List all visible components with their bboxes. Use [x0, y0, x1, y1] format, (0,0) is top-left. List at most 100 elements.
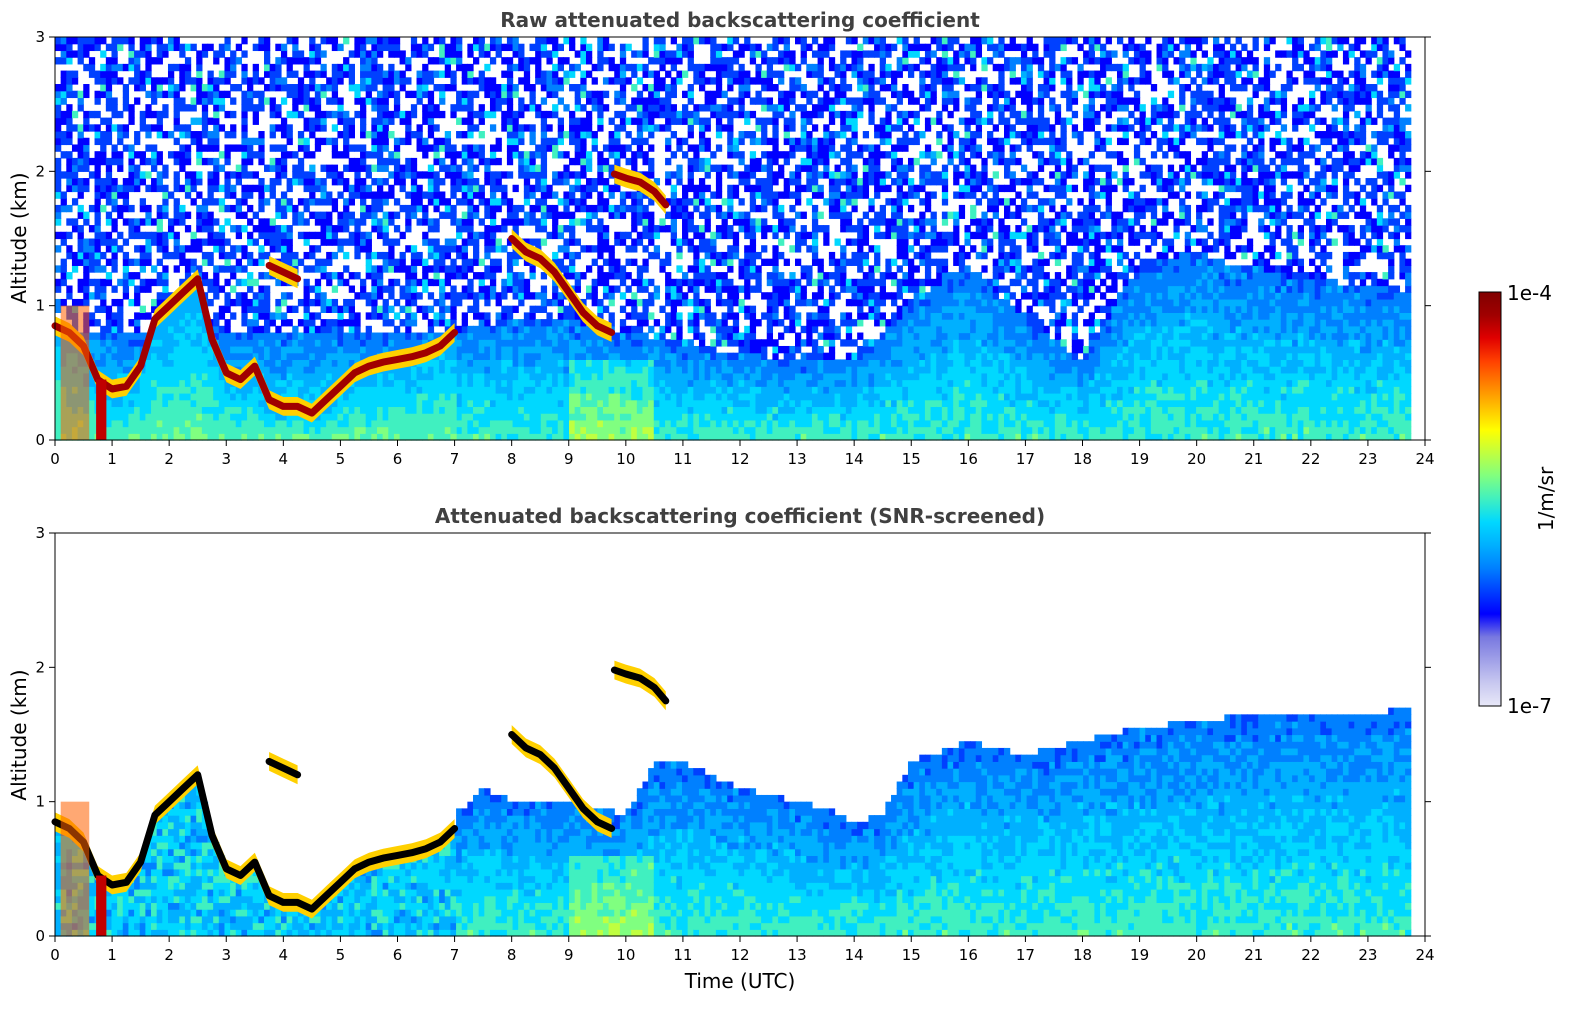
heatmap-cell — [478, 406, 485, 414]
heatmap-cell — [653, 433, 661, 441]
heatmap-cell — [659, 97, 666, 105]
heatmap-cell — [258, 225, 265, 233]
heatmap-cell — [506, 272, 514, 280]
heatmap-cell — [405, 137, 412, 146]
heatmap-cell — [162, 90, 169, 99]
heatmap-cell — [399, 265, 406, 273]
heatmap-cell — [687, 426, 694, 434]
heatmap-cell — [506, 43, 514, 52]
heatmap-cell — [405, 218, 412, 226]
heatmap-cell — [495, 238, 502, 246]
heatmap-cell — [71, 225, 79, 233]
heatmap-cell — [625, 204, 632, 213]
heatmap-cell — [489, 238, 497, 246]
heatmap-cell — [156, 84, 163, 92]
heatmap-cell — [292, 332, 299, 340]
heatmap-cell — [450, 151, 457, 159]
heatmap-cell — [241, 90, 248, 99]
heatmap-cell — [676, 399, 683, 408]
heatmap-cell — [495, 419, 502, 428]
heatmap-cell — [569, 413, 576, 421]
heatmap-cell — [252, 151, 259, 159]
heatmap-cell — [286, 332, 293, 340]
heatmap-cell — [134, 84, 141, 92]
heatmap-cell — [518, 151, 525, 159]
heatmap-cell — [224, 325, 231, 334]
heatmap-cell — [252, 77, 259, 85]
heatmap-cell — [128, 164, 135, 172]
heatmap-cell — [269, 110, 276, 119]
heatmap-cell — [501, 117, 508, 125]
heatmap-cell — [275, 332, 282, 340]
heatmap-cell — [122, 285, 130, 293]
heatmap-cell — [331, 345, 339, 354]
heatmap-cell — [489, 191, 497, 199]
heatmap-cell — [648, 211, 655, 219]
heatmap-cell — [66, 50, 73, 58]
heatmap-cell — [704, 144, 711, 152]
heatmap-cell — [416, 198, 423, 206]
heatmap-cell — [704, 433, 711, 441]
heatmap-cell — [580, 157, 587, 166]
heatmap-cell — [156, 117, 163, 125]
heatmap-cell — [461, 70, 468, 78]
heatmap-cell — [456, 386, 463, 394]
heatmap-cell — [405, 325, 412, 334]
heatmap-cell — [422, 312, 429, 320]
heatmap-cell — [512, 359, 519, 367]
heatmap-cell — [264, 251, 271, 260]
heatmap-cell — [105, 90, 113, 99]
heatmap-cell — [625, 345, 632, 354]
heatmap-cell — [693, 204, 700, 213]
heatmap-cell — [687, 312, 694, 320]
heatmap-cell — [303, 359, 310, 367]
heatmap-cell — [710, 413, 717, 421]
heatmap-cell — [230, 50, 237, 58]
heatmap-cell — [314, 178, 322, 186]
heatmap-cell — [614, 204, 621, 213]
heatmap-cell — [670, 339, 677, 347]
heatmap-cell — [540, 37, 548, 45]
heatmap-cell — [501, 413, 508, 421]
heatmap-cell — [309, 339, 316, 347]
heatmap-cell — [343, 151, 350, 159]
heatmap-cell — [512, 204, 519, 213]
heatmap-cell — [134, 97, 141, 105]
heatmap-cell — [585, 204, 593, 213]
heatmap-cell — [348, 312, 355, 320]
heatmap-cell — [405, 171, 412, 179]
heatmap-cell — [484, 433, 491, 441]
heatmap-cell — [94, 251, 101, 260]
heatmap-cell — [388, 157, 395, 166]
heatmap-cell — [512, 225, 519, 233]
heatmap-cell — [88, 171, 96, 179]
heatmap-cell — [552, 218, 559, 226]
heatmap-cell — [376, 124, 384, 132]
heatmap-cell — [111, 191, 118, 199]
heatmap-cell — [698, 298, 706, 307]
heatmap-cell — [602, 278, 610, 287]
heatmap-cell — [269, 231, 276, 240]
heatmap-cell — [292, 325, 299, 334]
heatmap-cell — [608, 63, 615, 72]
heatmap-cell — [122, 97, 130, 105]
heatmap-cell — [337, 345, 344, 354]
heatmap-cell — [456, 251, 463, 260]
heatmap-cell — [642, 345, 649, 354]
heatmap-cell — [473, 339, 480, 347]
heatmap-cell — [473, 231, 480, 240]
heatmap-cell — [642, 70, 649, 78]
heatmap-cell — [580, 426, 587, 434]
heatmap-cell — [591, 352, 598, 360]
heatmap-cell — [235, 345, 243, 354]
heatmap-cell — [139, 110, 146, 119]
heatmap-cell — [574, 332, 581, 340]
heatmap-cell — [382, 312, 389, 320]
heatmap-cell — [608, 251, 615, 260]
heatmap-cell — [184, 191, 192, 199]
heatmap-cell — [535, 292, 542, 300]
heatmap-cell — [523, 285, 531, 293]
heatmap-cell — [473, 386, 480, 394]
heatmap-cell — [608, 292, 615, 300]
heatmap-cell — [77, 124, 84, 132]
